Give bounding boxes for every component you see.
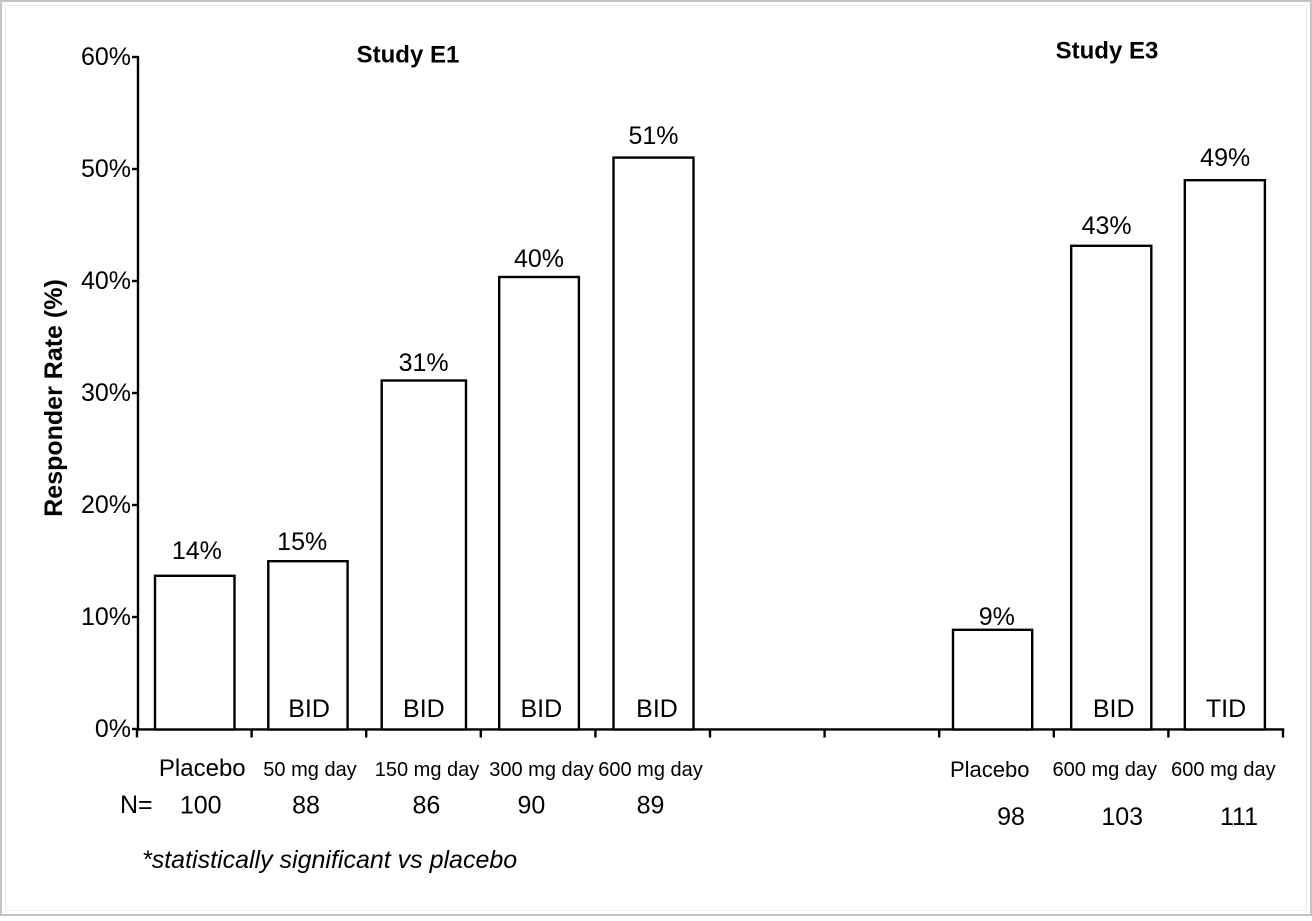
svg-text:9%: 9% <box>979 603 1015 631</box>
svg-text:40%: 40% <box>514 245 564 273</box>
svg-text:111: 111 <box>1220 803 1258 831</box>
svg-text:49%: 49% <box>1200 144 1250 172</box>
svg-text:0%: 0% <box>95 715 131 743</box>
svg-text:31%: 31% <box>399 349 449 377</box>
svg-text:89: 89 <box>637 792 665 820</box>
svg-text:BID: BID <box>288 695 330 723</box>
svg-text:600 mg day: 600 mg day <box>1053 759 1158 781</box>
svg-text:600 mg day: 600 mg day <box>1171 759 1276 781</box>
svg-text:300 mg day: 300 mg day <box>489 759 594 781</box>
svg-text:40%: 40% <box>81 267 131 295</box>
svg-text:10%: 10% <box>81 603 131 631</box>
svg-text:Placebo: Placebo <box>159 755 246 782</box>
svg-text:98: 98 <box>997 803 1025 831</box>
svg-text:100: 100 <box>180 792 222 820</box>
svg-text:Study E1: Study E1 <box>357 42 460 69</box>
svg-text:BID: BID <box>403 695 445 723</box>
svg-text:N=: N= <box>120 791 153 819</box>
svg-text:14%: 14% <box>172 537 222 565</box>
svg-text:88: 88 <box>292 792 320 820</box>
svg-text:BID: BID <box>1093 695 1135 723</box>
svg-text:20%: 20% <box>81 491 131 519</box>
svg-text:86: 86 <box>412 792 440 820</box>
svg-text:TID: TID <box>1206 695 1246 723</box>
svg-text:90: 90 <box>517 792 545 820</box>
svg-text:30%: 30% <box>81 379 131 407</box>
svg-text:*statistically significant vs: *statistically significant vs placebo <box>142 846 517 874</box>
svg-text:Study E3: Study E3 <box>1056 38 1159 65</box>
svg-text:Placebo: Placebo <box>950 757 1030 782</box>
svg-text:BID: BID <box>520 695 562 723</box>
svg-text:103: 103 <box>1101 803 1143 831</box>
svg-text:150 mg day: 150 mg day <box>375 759 480 781</box>
svg-text:50 mg day: 50 mg day <box>263 759 356 781</box>
svg-text:Responder Rate (%): Responder Rate (%) <box>40 279 68 517</box>
svg-text:60%: 60% <box>81 43 131 71</box>
svg-text:43%: 43% <box>1082 212 1132 240</box>
svg-text:51%: 51% <box>628 122 678 150</box>
svg-text:50%: 50% <box>81 155 131 183</box>
svg-text:600 mg day: 600 mg day <box>598 759 703 781</box>
svg-text:BID: BID <box>636 695 678 723</box>
svg-text:15%: 15% <box>277 528 327 556</box>
